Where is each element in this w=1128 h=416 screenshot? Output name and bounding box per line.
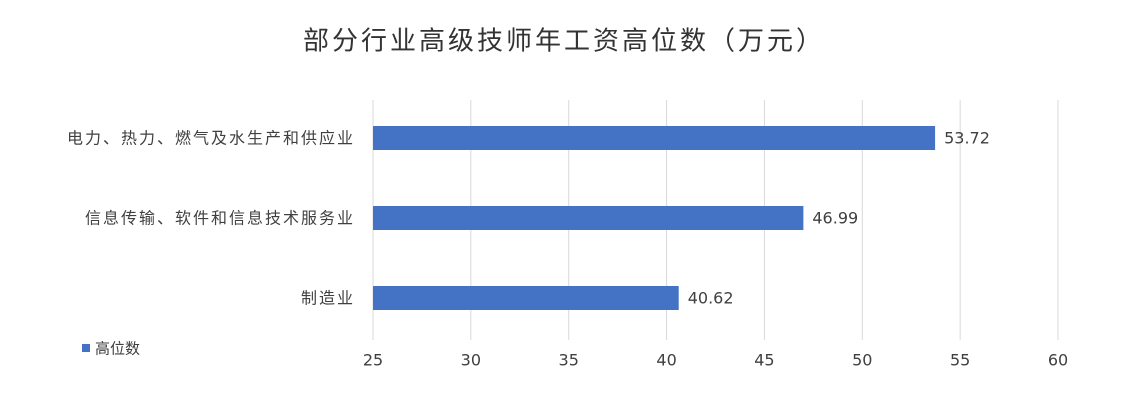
- x-tick-label: 35: [559, 351, 579, 370]
- legend-swatch: [82, 344, 90, 352]
- y-tick-label: 制造业: [301, 289, 355, 308]
- legend-label: 高位数: [95, 340, 140, 358]
- value-label: 46.99: [812, 209, 858, 228]
- chart-title: 部分行业高级技师年工资高位数（万元）: [303, 27, 825, 57]
- bar: [373, 286, 679, 310]
- x-tick-label: 45: [754, 351, 774, 370]
- y-tick-label: 电力、热力、燃气及水生产和供应业: [67, 129, 355, 148]
- bar: [373, 126, 936, 150]
- x-tick-label: 40: [656, 351, 676, 370]
- x-tick-label: 25: [363, 351, 383, 370]
- value-label: 40.62: [688, 289, 734, 308]
- x-tick-label: 55: [950, 351, 970, 370]
- y-tick-label: 信息传输、软件和信息技术服务业: [85, 209, 355, 228]
- x-tick-label: 50: [852, 351, 872, 370]
- x-tick-label: 60: [1048, 351, 1068, 370]
- bar: [373, 206, 804, 230]
- x-tick-label: 30: [461, 351, 481, 370]
- value-label: 53.72: [944, 129, 990, 148]
